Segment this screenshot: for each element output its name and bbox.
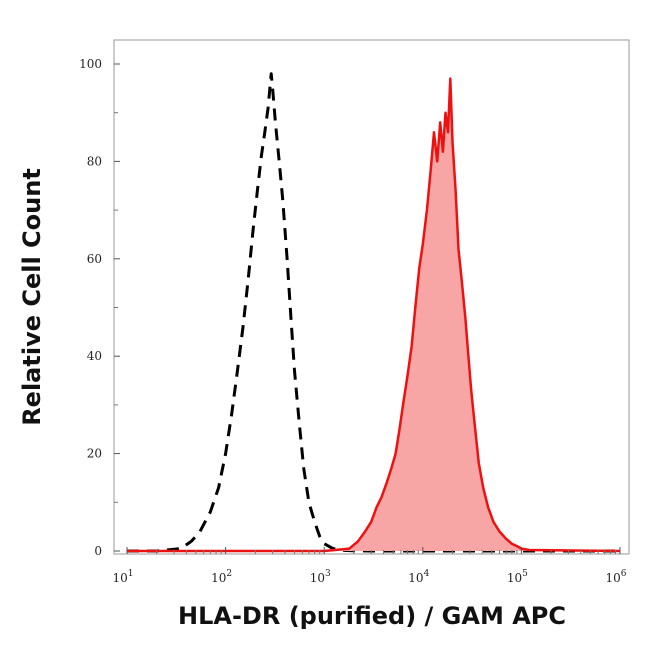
series-1-line	[127, 77, 621, 553]
y-tick-label: 20	[87, 447, 102, 461]
plot-frame	[113, 39, 630, 555]
y-tick-label: 0	[94, 544, 102, 558]
x-tick-label: 102	[211, 569, 232, 585]
y-axis-title: Relative Cell Count	[18, 168, 46, 426]
y-tick-label: 40	[87, 349, 102, 363]
x-tick-label: 106	[605, 569, 626, 585]
x-tick-label: 104	[408, 569, 429, 585]
series-0-line	[127, 72, 620, 553]
x-tick-label: 103	[310, 569, 331, 585]
x-tick-label: 105	[507, 569, 528, 585]
x-tick-label: 101	[112, 569, 133, 585]
y-tick-label: 100	[79, 57, 102, 71]
series-layer	[127, 72, 621, 553]
y-axis: 0 20 40 60 80 100	[79, 57, 120, 558]
x-axis: 101 102 103 104 105 106	[112, 547, 627, 585]
y-tick-label: 60	[87, 252, 102, 266]
x-axis-title: HLA-DR (purified) / GAM APC	[178, 602, 566, 630]
y-tick-label: 80	[87, 154, 102, 168]
